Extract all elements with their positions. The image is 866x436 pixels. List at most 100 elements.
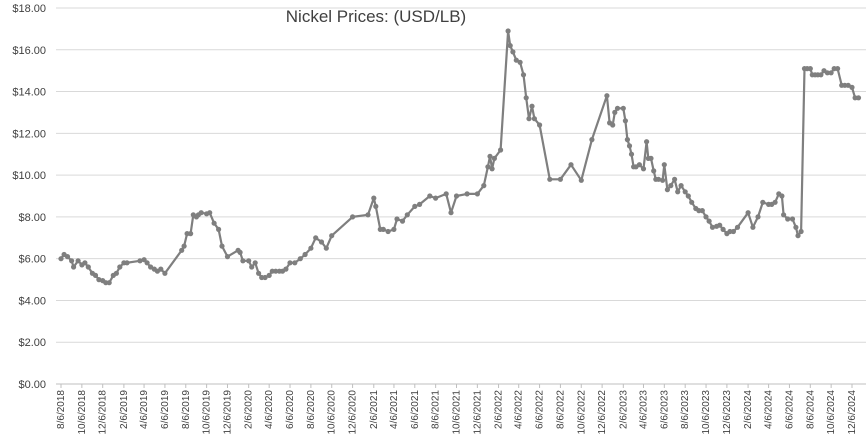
data-point <box>537 122 543 128</box>
data-point <box>750 224 756 230</box>
data-point <box>443 191 449 197</box>
x-tick-label: 8/6/2019 <box>181 390 192 429</box>
x-tick-label: 8/6/2018 <box>56 390 67 429</box>
x-tick-label: 12/6/2022 <box>597 390 608 435</box>
data-point <box>158 266 164 272</box>
x-tick-label: 2/6/2023 <box>618 390 629 429</box>
x-tick-label: 6/6/2023 <box>659 390 670 429</box>
x-tick-label: 6/6/2019 <box>160 390 171 429</box>
data-point <box>517 59 523 65</box>
data-point <box>412 203 418 209</box>
data-point <box>745 210 751 216</box>
data-point <box>117 264 123 270</box>
x-tick-label: 2/6/2020 <box>244 390 255 429</box>
y-tick-label: $2.00 <box>18 337 46 349</box>
x-tick-label: 4/6/2023 <box>638 390 649 429</box>
data-point <box>385 228 391 235</box>
data-point <box>628 151 635 157</box>
data-point <box>64 254 71 260</box>
data-point <box>531 116 538 122</box>
data-point <box>371 195 377 201</box>
y-tick-label: $0.00 <box>18 379 46 391</box>
data-point <box>318 239 325 245</box>
x-tick-label: 10/6/2022 <box>576 390 587 435</box>
data-point <box>75 258 81 264</box>
data-point <box>58 256 64 262</box>
data-point <box>491 155 497 161</box>
data-point <box>699 208 705 214</box>
data-point <box>651 168 657 174</box>
data-point <box>464 191 470 197</box>
data-point <box>835 66 841 72</box>
x-tick-label: 8/6/2022 <box>555 390 566 429</box>
data-point <box>246 258 252 264</box>
data-point <box>523 95 529 101</box>
data-point <box>489 166 495 172</box>
data-point <box>624 137 631 143</box>
data-point <box>373 203 379 209</box>
chart-title: Nickel Prices: (USD/LB) <box>286 7 466 26</box>
data-point <box>399 218 406 224</box>
data-point <box>207 210 213 216</box>
data-point <box>505 28 511 34</box>
data-point <box>297 256 303 262</box>
data-point <box>720 226 726 232</box>
data-point <box>675 189 681 195</box>
data-point <box>498 147 504 153</box>
data-point <box>520 72 527 78</box>
data-point <box>798 228 804 235</box>
x-tick-label: 4/6/2019 <box>139 390 150 429</box>
data-point <box>124 260 130 266</box>
grid-lines <box>56 7 866 385</box>
x-tick-label: 12/6/2018 <box>98 390 109 435</box>
data-point <box>547 176 553 182</box>
y-tick-label: $6.00 <box>18 254 46 266</box>
data-point <box>818 72 824 78</box>
x-tick-label: 6/6/2021 <box>410 390 421 429</box>
data-point <box>785 216 791 222</box>
data-point <box>789 216 796 222</box>
x-tick-label: 10/6/2020 <box>327 390 338 435</box>
nickel-price-series <box>58 28 862 286</box>
x-tick-label: 12/6/2020 <box>348 390 359 435</box>
data-point <box>106 280 112 286</box>
data-point <box>266 272 272 278</box>
data-point <box>795 233 801 239</box>
data-point <box>256 270 262 276</box>
x-tick-label: 4/6/2020 <box>264 390 275 429</box>
x-tick-label: 4/6/2022 <box>514 390 525 429</box>
data-point <box>734 224 741 230</box>
data-point <box>448 210 454 216</box>
data-point <box>487 153 493 159</box>
data-point <box>510 49 516 55</box>
data-point <box>578 177 584 183</box>
data-point <box>237 249 243 255</box>
data-point <box>622 118 629 124</box>
data-point <box>709 224 716 230</box>
data-point <box>216 226 222 232</box>
data-point <box>417 201 423 207</box>
data-point <box>620 105 626 111</box>
data-point <box>855 95 862 101</box>
x-tick-label: 4/6/2021 <box>389 390 400 429</box>
data-point <box>252 260 258 266</box>
data-point <box>644 139 650 145</box>
x-tick-label: 2/6/2019 <box>119 390 130 429</box>
y-tick-label: $18.00 <box>12 3 46 15</box>
data-point <box>350 214 356 220</box>
data-point <box>453 193 460 199</box>
data-point <box>664 187 671 193</box>
data-point <box>636 162 643 168</box>
data-point <box>287 260 293 266</box>
data-point <box>92 272 99 278</box>
x-tick-label: 8/6/2021 <box>431 390 442 429</box>
data-point <box>481 183 487 189</box>
data-point <box>240 258 246 264</box>
x-tick-label: 6/6/2024 <box>784 390 795 429</box>
x-tick-label: 12/6/2021 <box>472 390 483 435</box>
data-point <box>198 210 204 216</box>
data-point <box>807 66 813 72</box>
data-point <box>302 251 308 258</box>
x-tick-label: 12/6/2023 <box>722 390 733 435</box>
data-point <box>485 164 491 170</box>
